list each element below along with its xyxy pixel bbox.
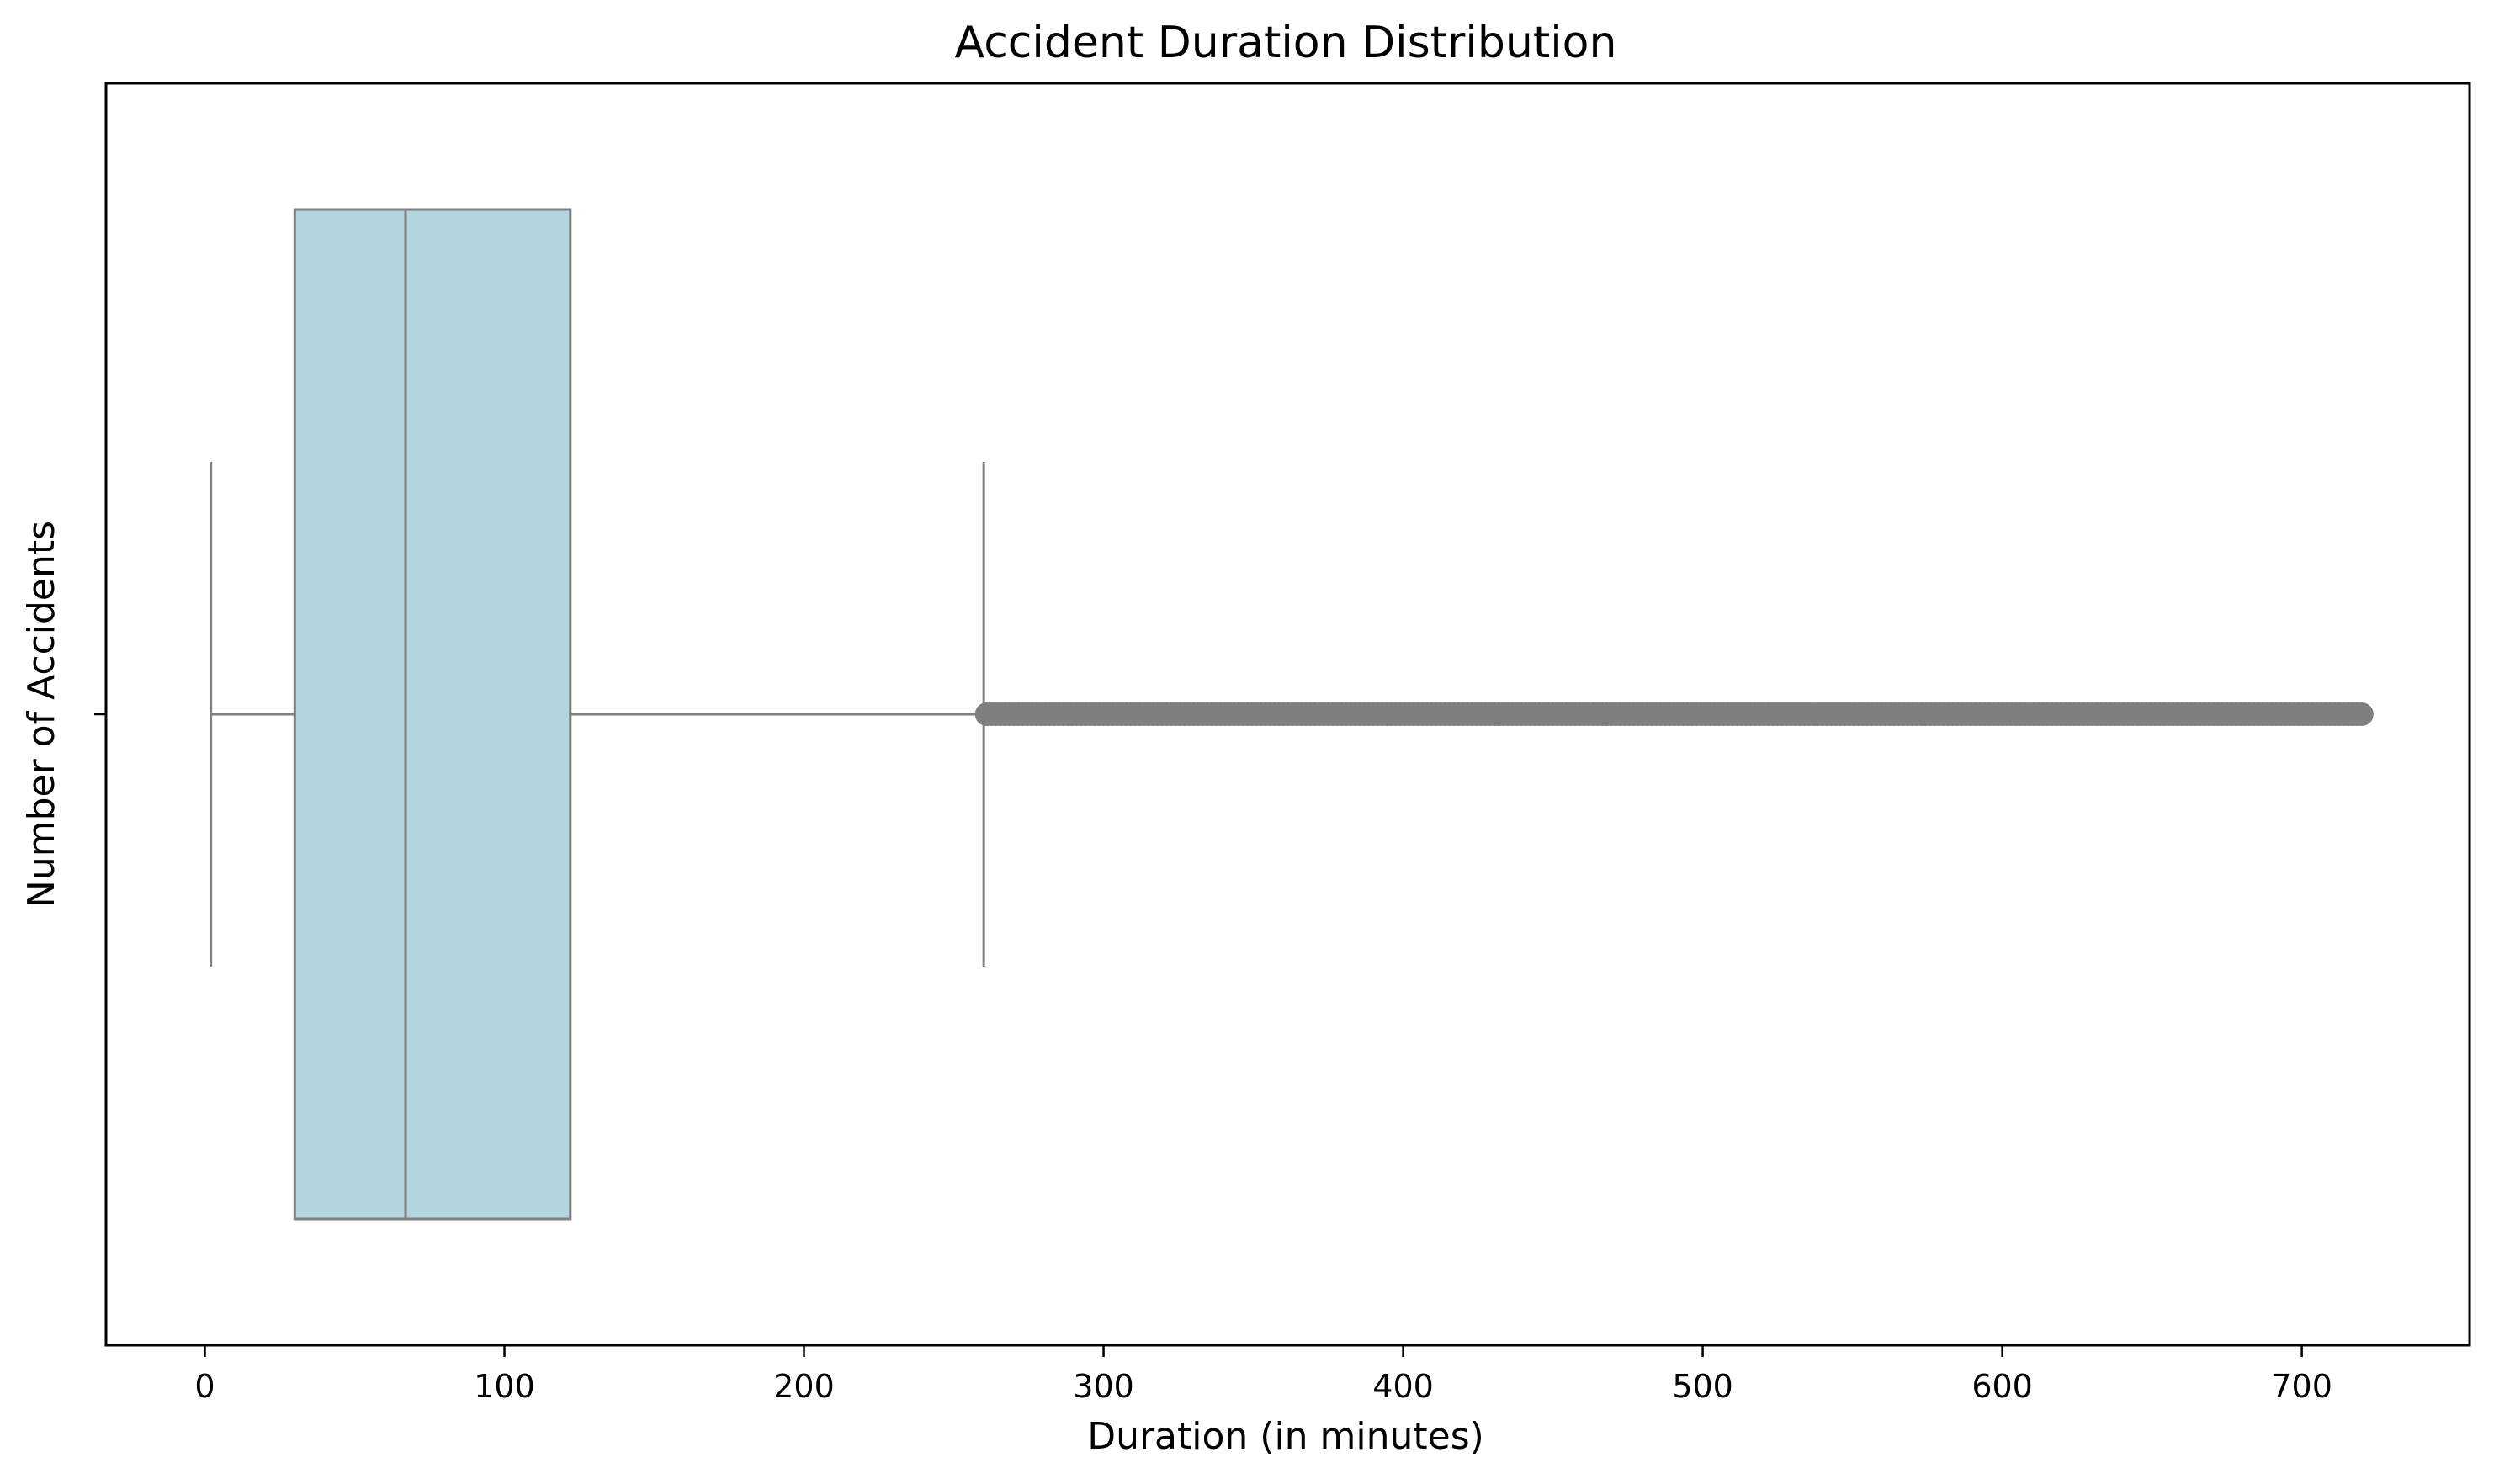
x-tick-label: 0 xyxy=(194,1368,215,1405)
x-tick-label: 500 xyxy=(1672,1368,1733,1405)
x-axis-label: Duration (in minutes) xyxy=(1087,1415,1484,1458)
x-tick-label: 400 xyxy=(1372,1368,1434,1405)
x-tick-label: 700 xyxy=(2271,1368,2332,1405)
chart-title: Accident Duration Distribution xyxy=(955,18,1617,68)
chart-marks xyxy=(210,208,2374,1221)
x-tick-label: 300 xyxy=(1073,1368,1134,1405)
x-tick-label: 600 xyxy=(1971,1368,2033,1405)
x-tick-label: 200 xyxy=(773,1368,835,1405)
iqr-box xyxy=(293,208,572,1221)
outlier-point xyxy=(2349,702,2374,726)
y-axis-label: Number of Accidents xyxy=(20,521,63,908)
x-tick-label: 100 xyxy=(474,1368,535,1405)
x-axis: 0 100 200 300 400 500 600 700 xyxy=(194,1345,2332,1405)
